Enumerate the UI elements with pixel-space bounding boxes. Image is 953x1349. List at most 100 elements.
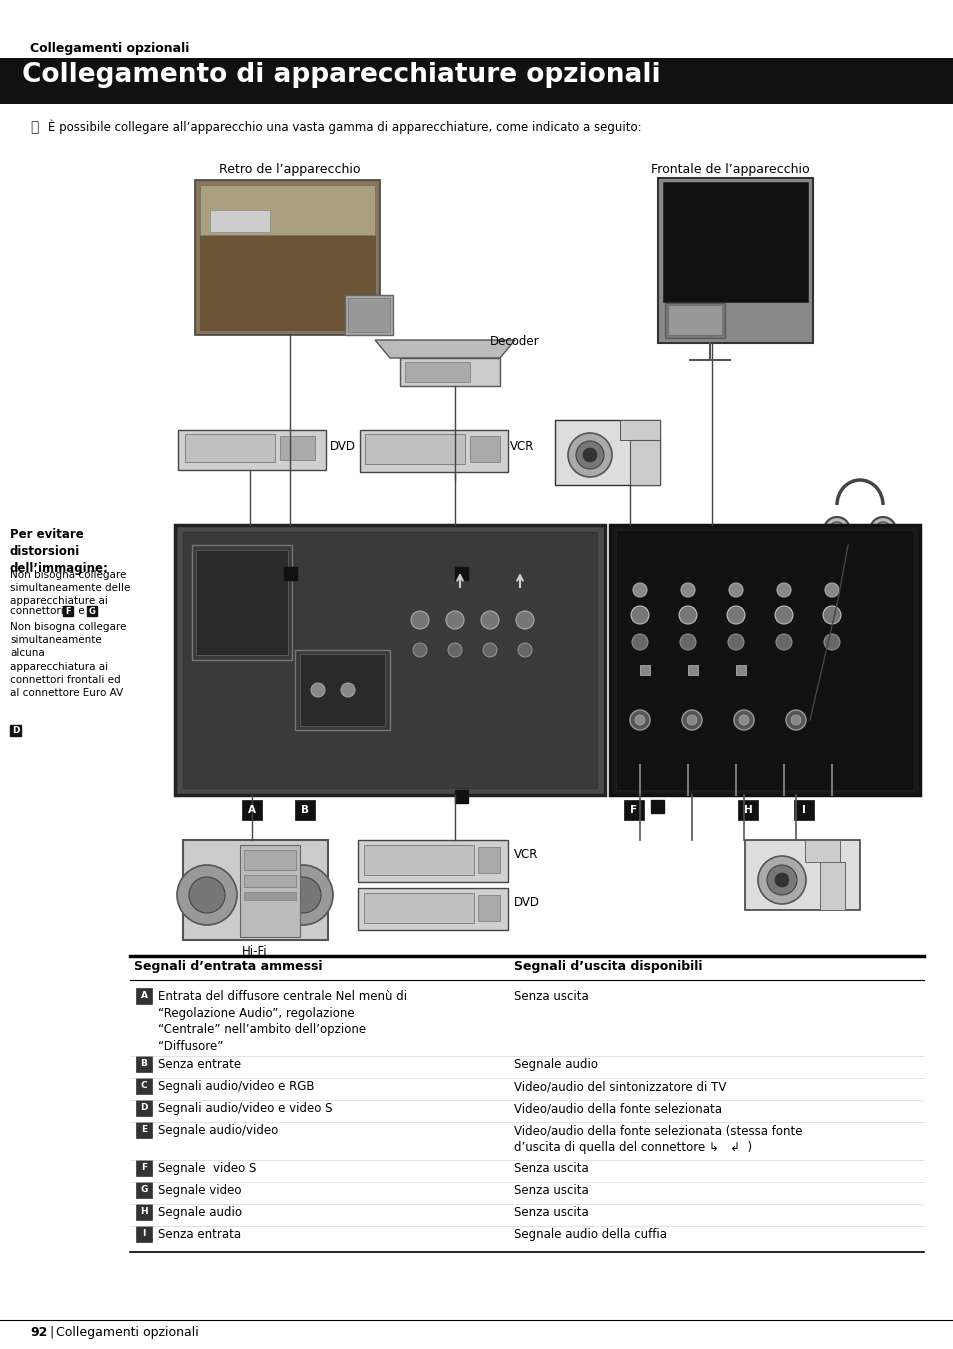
Bar [244,876,295,888]
Bar [136,1205,152,1219]
Bar [405,362,470,382]
Bar [616,530,913,791]
Text: C: C [140,1082,147,1090]
Text: F: F [141,1163,147,1172]
Text: Senza entrata: Senza entrata [158,1228,241,1241]
Circle shape [582,448,597,461]
Bar [192,545,292,660]
Text: D: D [140,1103,148,1113]
Text: F: F [65,607,71,616]
Circle shape [635,715,644,724]
Bar [662,182,807,302]
Circle shape [679,606,697,625]
Bar [345,295,393,335]
Bar [455,567,468,580]
Bar [284,567,296,580]
Bar [63,606,73,616]
Circle shape [567,433,612,478]
Circle shape [311,683,325,697]
Bar [555,420,659,486]
Bar [609,525,919,795]
Circle shape [413,643,427,657]
Circle shape [516,611,534,629]
Circle shape [629,710,649,730]
Bar [348,298,390,332]
Bar [738,800,758,820]
Circle shape [733,710,753,730]
Circle shape [869,517,895,544]
Text: Collegamenti opzionali: Collegamenti opzionali [30,42,190,55]
Circle shape [775,634,791,650]
Bar [183,532,597,788]
Text: A: A [140,992,148,1001]
Bar [687,665,698,674]
Bar [294,650,390,730]
Circle shape [273,865,333,925]
Text: D: D [11,726,19,735]
Bar [280,436,314,460]
Bar [244,850,295,870]
Circle shape [874,522,890,538]
Bar [200,185,375,331]
Text: Hi-Fi: Hi-Fi [242,946,268,958]
Text: VCR: VCR [510,440,534,453]
Bar [477,894,499,921]
Bar [136,1078,152,1094]
Circle shape [446,611,463,629]
Circle shape [774,873,788,888]
Circle shape [824,583,838,598]
Text: H: H [140,1207,148,1217]
Bar [294,800,314,820]
Bar [365,434,464,464]
Bar [804,840,840,862]
Bar [793,800,813,820]
Bar [639,665,649,674]
Text: Segnale  video S: Segnale video S [158,1161,256,1175]
Text: E: E [141,1125,147,1135]
Bar [744,840,859,911]
Bar [195,550,288,656]
Text: Segnali audio/video e video S: Segnali audio/video e video S [158,1102,333,1116]
Text: Segnale audio/video: Segnale audio/video [158,1124,278,1137]
Bar [650,800,663,813]
Text: Video/audio della fonte selezionata (stessa fonte
d’uscita di quella del connett: Video/audio della fonte selezionata (ste… [514,1124,801,1153]
Bar [174,525,604,795]
Bar [477,847,499,873]
Bar [359,430,507,472]
Circle shape [790,715,801,724]
Circle shape [517,643,532,657]
Bar [299,654,385,726]
Bar [136,1056,152,1072]
Text: B: B [140,1059,148,1068]
Circle shape [727,634,743,650]
Bar [0,58,953,104]
Circle shape [823,517,849,544]
Text: Segnali d’uscita disponibili: Segnali d’uscita disponibili [514,960,701,973]
Circle shape [728,583,742,598]
Bar [210,210,270,232]
Circle shape [776,583,790,598]
Text: e: e [75,606,88,616]
Text: Segnale video: Segnale video [158,1184,241,1197]
Text: Frontale de l’apparecchio: Frontale de l’apparecchio [650,163,808,175]
Text: 92: 92 [30,1326,48,1340]
Circle shape [822,606,841,625]
Circle shape [631,634,647,650]
Text: B: B [301,805,309,815]
Text: Segnale audio della cuffia: Segnale audio della cuffia [514,1228,666,1241]
Bar [470,436,499,461]
Bar [364,844,474,876]
Bar [623,800,643,820]
Bar [455,791,468,803]
Bar [136,1099,152,1116]
Bar [183,840,328,940]
Circle shape [411,611,429,629]
Text: VCR: VCR [514,849,537,861]
Text: Retro de l’apparecchio: Retro de l’apparecchio [219,163,360,175]
Text: DVD: DVD [514,896,539,909]
Text: ⓘ: ⓘ [30,120,38,134]
Bar [136,1160,152,1176]
Circle shape [189,877,225,913]
Bar [667,305,721,335]
Text: Senza uscita: Senza uscita [514,990,588,1004]
